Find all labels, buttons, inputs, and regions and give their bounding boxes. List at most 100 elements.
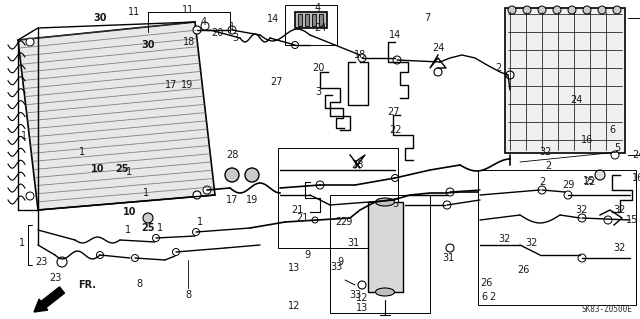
Text: 27: 27 <box>270 77 283 87</box>
Text: 24: 24 <box>632 150 640 160</box>
Bar <box>368 202 403 292</box>
Circle shape <box>578 214 586 222</box>
Text: 1: 1 <box>79 146 85 157</box>
Circle shape <box>613 6 621 14</box>
Text: 7: 7 <box>424 12 431 23</box>
Text: 23: 23 <box>49 273 61 283</box>
Circle shape <box>316 181 324 189</box>
Bar <box>295 12 327 28</box>
Text: 12: 12 <box>356 293 368 303</box>
Text: 16: 16 <box>581 135 594 145</box>
Circle shape <box>564 191 572 199</box>
Text: 24: 24 <box>314 23 326 33</box>
Circle shape <box>583 6 591 14</box>
Circle shape <box>143 213 153 223</box>
Text: 25: 25 <box>141 223 155 233</box>
Text: 31: 31 <box>442 253 454 263</box>
Bar <box>305 14 309 26</box>
Circle shape <box>57 257 67 267</box>
Text: SK83-Z0500E: SK83-Z0500E <box>581 305 632 314</box>
Text: 13: 13 <box>288 263 301 273</box>
Text: 4: 4 <box>200 17 207 27</box>
Text: 6: 6 <box>481 292 488 302</box>
Text: 22: 22 <box>584 177 596 187</box>
Circle shape <box>26 38 34 46</box>
Text: 29: 29 <box>562 180 574 190</box>
Circle shape <box>358 281 366 289</box>
Bar <box>505 8 625 153</box>
Text: 2: 2 <box>335 217 341 227</box>
Text: 11: 11 <box>128 7 141 17</box>
Bar <box>298 14 302 26</box>
Circle shape <box>393 56 401 64</box>
Text: 5: 5 <box>392 198 398 209</box>
Text: 33: 33 <box>330 262 342 272</box>
Circle shape <box>508 6 516 14</box>
Circle shape <box>26 192 34 200</box>
Text: 1: 1 <box>21 130 28 141</box>
Circle shape <box>434 68 442 76</box>
Ellipse shape <box>376 198 394 206</box>
Circle shape <box>578 254 586 262</box>
Circle shape <box>312 217 318 223</box>
Text: 19: 19 <box>246 195 258 205</box>
Circle shape <box>173 249 179 256</box>
Circle shape <box>595 170 605 180</box>
Text: 20: 20 <box>211 28 224 39</box>
Text: 29: 29 <box>340 217 353 227</box>
Circle shape <box>506 71 514 79</box>
Text: 32: 32 <box>539 147 552 158</box>
Circle shape <box>291 41 298 48</box>
Text: 26: 26 <box>517 264 530 275</box>
Circle shape <box>598 6 606 14</box>
Circle shape <box>443 201 451 209</box>
Bar <box>330 195 430 313</box>
Text: FR.: FR. <box>78 280 96 290</box>
Text: 1: 1 <box>126 167 132 177</box>
Text: 19: 19 <box>180 80 193 91</box>
Circle shape <box>358 54 366 62</box>
Circle shape <box>553 6 561 14</box>
Bar <box>278 148 398 248</box>
FancyArrow shape <box>34 287 65 312</box>
Text: 25: 25 <box>115 164 129 174</box>
Text: 33: 33 <box>349 290 361 300</box>
Text: 1: 1 <box>197 217 203 227</box>
Text: 6: 6 <box>609 125 615 135</box>
Text: 1: 1 <box>143 188 149 198</box>
Text: 24: 24 <box>432 43 444 53</box>
Circle shape <box>152 234 159 241</box>
Ellipse shape <box>376 288 394 296</box>
Text: 28: 28 <box>351 160 363 170</box>
Circle shape <box>245 168 259 182</box>
Text: 30: 30 <box>141 40 155 50</box>
Text: 3: 3 <box>232 33 238 43</box>
Text: 13: 13 <box>356 303 368 313</box>
Text: 2: 2 <box>490 292 496 302</box>
Bar <box>285 5 337 45</box>
Text: 5: 5 <box>614 143 620 153</box>
Text: 1: 1 <box>229 22 235 32</box>
Text: 16: 16 <box>632 173 640 183</box>
Text: 32: 32 <box>525 238 538 248</box>
Circle shape <box>225 168 239 182</box>
Circle shape <box>193 26 201 34</box>
Text: 2: 2 <box>545 161 552 171</box>
Text: 26: 26 <box>480 278 493 288</box>
Text: 18: 18 <box>182 37 195 47</box>
Text: 3: 3 <box>315 87 321 97</box>
Bar <box>312 14 316 26</box>
Circle shape <box>203 186 211 194</box>
Text: 17: 17 <box>226 195 238 205</box>
Text: 17: 17 <box>165 80 178 91</box>
Circle shape <box>97 251 104 258</box>
Text: 14: 14 <box>267 13 280 24</box>
Text: 30: 30 <box>93 12 108 23</box>
Text: 1: 1 <box>125 225 131 235</box>
Text: 28: 28 <box>226 150 239 160</box>
Text: 15: 15 <box>626 215 638 225</box>
Circle shape <box>446 244 454 252</box>
Text: 31: 31 <box>348 238 360 248</box>
Circle shape <box>228 26 236 34</box>
Circle shape <box>604 216 612 224</box>
